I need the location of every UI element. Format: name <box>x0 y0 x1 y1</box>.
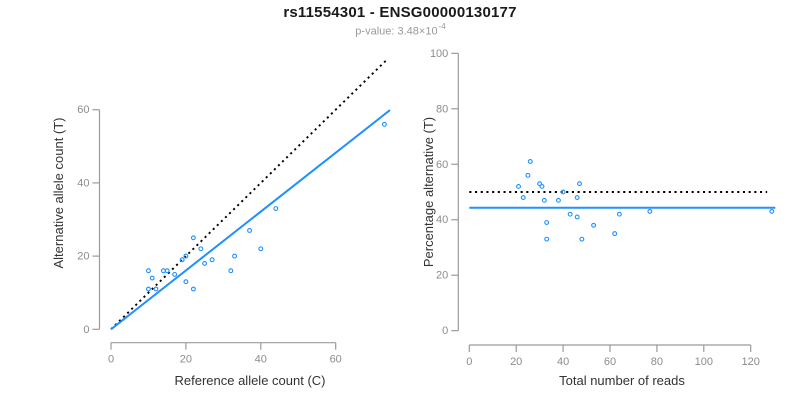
x-axis-label: Total number of reads <box>559 373 685 388</box>
data-point <box>577 181 582 187</box>
y-axis-label: Alternative allele count (T) <box>51 117 66 268</box>
data-point <box>567 211 573 217</box>
data-point <box>591 222 597 228</box>
plot-subtitle: p-value: 3.48×10-4 <box>100 22 700 38</box>
data-point <box>209 257 215 263</box>
y-tick-label: 100 <box>430 48 448 60</box>
data-point <box>539 184 545 189</box>
y-tick-label: 0 <box>442 325 448 337</box>
data-point <box>555 197 561 203</box>
right-scatter-panel: 0 20 40 60 80 100 0 20 40 60 80 100 120 Total number … <box>421 48 776 388</box>
data-point <box>172 271 178 277</box>
data-point <box>146 286 151 292</box>
data-point <box>612 231 618 237</box>
y-tick-label: 60 <box>77 104 89 116</box>
data-point <box>258 246 264 252</box>
x-tick-label: 100 <box>695 356 713 368</box>
x-tick-label: 0 <box>108 354 114 366</box>
data-point <box>190 235 196 241</box>
x-tick-label: 40 <box>255 354 267 366</box>
x-tick-label: 80 <box>651 356 663 368</box>
data-point <box>574 195 580 200</box>
x-tick-label: 20 <box>180 354 192 366</box>
data-point <box>616 211 622 217</box>
data-point <box>198 246 204 252</box>
data-point <box>525 172 531 178</box>
x-axis-label: Reference allele count (C) <box>174 373 325 388</box>
data-point <box>769 208 775 214</box>
x-tick-label: 60 <box>604 356 616 368</box>
data-point <box>273 206 279 211</box>
data-point <box>516 184 521 189</box>
data-point <box>541 197 547 203</box>
data-point <box>574 214 580 220</box>
y-tick-label: 0 <box>83 324 89 336</box>
data-point <box>544 236 550 242</box>
y-tick-label: 40 <box>436 214 448 226</box>
data-point <box>520 195 526 200</box>
data-point <box>149 275 155 281</box>
x-tick-label: 40 <box>557 356 569 368</box>
plot-title: rs11554301 - ENSG00000130177 <box>283 4 517 21</box>
data-point <box>579 236 585 242</box>
data-point <box>190 286 196 292</box>
y-tick-label: 80 <box>436 103 448 115</box>
x-tick-label: 20 <box>510 356 522 368</box>
y-tick-label: 20 <box>436 270 448 282</box>
data-point <box>164 268 170 274</box>
x-tick-label: 120 <box>742 356 760 368</box>
data-point <box>544 220 550 225</box>
y-tick-label: 60 <box>436 159 448 171</box>
identity-line <box>110 57 389 330</box>
data-point <box>202 260 208 266</box>
data-point <box>153 286 159 292</box>
data-point <box>179 257 185 263</box>
y-tick-label: 20 <box>77 251 89 263</box>
data-point <box>228 268 234 274</box>
data-point <box>183 279 189 285</box>
data-point <box>146 268 151 274</box>
y-tick-label: 40 <box>77 177 89 189</box>
data-point <box>647 208 653 214</box>
data-point <box>527 159 533 164</box>
pvalue-text: p-value: 3.48×10 <box>355 25 438 38</box>
regression-line <box>110 109 391 331</box>
data-point <box>560 189 566 195</box>
data-point <box>183 253 189 259</box>
y-axis-label: Percentage alternative (T) <box>421 117 436 267</box>
x-tick-label: 60 <box>330 354 342 366</box>
data-point <box>537 181 543 187</box>
data-point <box>247 228 253 233</box>
x-tick-label: 0 <box>466 356 472 368</box>
pvalue-exponent: -4 <box>438 22 446 31</box>
left-scatter-panel: 0 20 40 60 0 20 40 60 Reference allele count (C)… <box>51 57 391 388</box>
data-point <box>232 253 238 259</box>
data-point <box>381 121 387 127</box>
